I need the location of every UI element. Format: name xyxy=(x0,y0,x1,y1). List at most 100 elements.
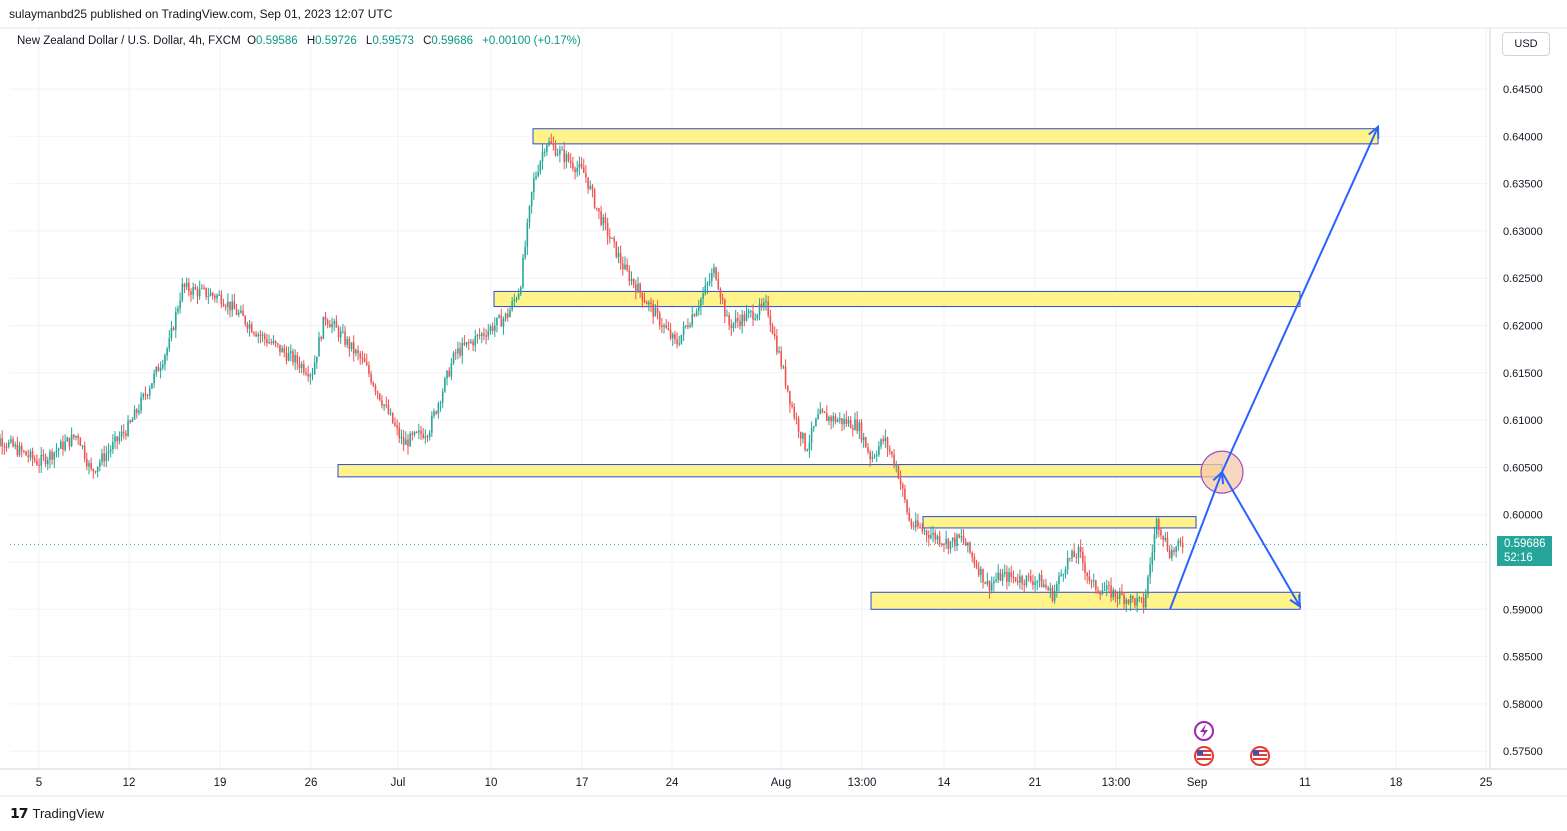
candle-body xyxy=(133,409,136,420)
projection-target-leg xyxy=(1221,126,1379,473)
candle-body xyxy=(758,303,761,315)
zone-rect[interactable] xyxy=(870,591,1301,610)
candle-body xyxy=(311,374,314,376)
candle-body xyxy=(268,342,270,344)
candle-body xyxy=(821,409,824,412)
tradingview-brand[interactable]: 𝟭𝟳 TradingView xyxy=(10,805,104,822)
candle-body xyxy=(231,301,234,311)
candle-body xyxy=(969,542,971,553)
time-tick-label: 13:00 xyxy=(1102,777,1131,789)
candle-body xyxy=(515,298,518,300)
candle-body xyxy=(1012,576,1015,578)
candle-body xyxy=(984,582,986,584)
candle-body xyxy=(270,342,273,344)
zone-rect[interactable] xyxy=(922,516,1197,529)
time-axis[interactable]: 5 12 19 26 Jul 10 17 24 Aug 13:00 14 21 13:00 Sep 11 18… xyxy=(36,777,1493,789)
candle-body xyxy=(1014,577,1017,582)
candle-body xyxy=(470,341,472,343)
candle-body xyxy=(398,427,401,439)
projection-up-leg xyxy=(1169,471,1223,610)
candle-body xyxy=(546,145,548,152)
candle-body xyxy=(57,448,60,451)
zone-rect[interactable] xyxy=(337,464,1223,478)
candle-body xyxy=(899,478,902,485)
price-axis[interactable]: 0.64500 0.64000 0.63500 0.63000 0.62500 0.620… xyxy=(1503,84,1543,758)
candle-body xyxy=(454,352,457,354)
candle-body xyxy=(932,532,934,535)
candle-body xyxy=(491,326,494,331)
time-tick-label: Aug xyxy=(771,777,791,789)
candle-body xyxy=(400,437,403,439)
symbol-legend[interactable]: New Zealand Dollar / U.S. Dollar, 4h, FX… xyxy=(17,35,587,47)
candle-body xyxy=(917,520,919,527)
brand-name: TradingView xyxy=(32,806,105,821)
candle-body xyxy=(886,437,889,449)
candle-body xyxy=(439,402,442,404)
candle-body xyxy=(530,191,533,207)
candle-body xyxy=(125,433,127,436)
candle-body xyxy=(383,404,385,406)
candle-body xyxy=(1053,591,1056,601)
price-tick-label: 0.64000 xyxy=(1503,131,1543,143)
candle-body xyxy=(16,444,19,456)
currency-button[interactable]: USD xyxy=(1502,32,1550,56)
candle-body xyxy=(109,449,112,452)
candle-body xyxy=(869,452,871,459)
candle-body xyxy=(1125,599,1128,604)
candle-body xyxy=(374,385,377,392)
candle-body xyxy=(92,469,95,472)
candle-body xyxy=(263,334,266,339)
time-tick-label: 17 xyxy=(576,777,589,789)
candle-body xyxy=(1036,580,1039,583)
time-tick-label: Sep xyxy=(1187,777,1207,789)
price-axis-bg xyxy=(1490,0,1567,769)
candle-body xyxy=(38,464,40,466)
candle-body xyxy=(845,418,848,424)
candle-body xyxy=(1049,587,1052,591)
economic-events[interactable] xyxy=(1194,721,1270,766)
candle-body xyxy=(1166,537,1169,551)
arrow-head-icon xyxy=(1289,594,1302,609)
candle-body xyxy=(292,351,294,363)
candle-body xyxy=(999,572,1002,581)
candle-body xyxy=(561,149,563,151)
candle-body xyxy=(641,292,644,301)
candle-body xyxy=(921,527,924,531)
candle-body xyxy=(1147,576,1149,595)
candle-body xyxy=(565,154,568,162)
zone-rect[interactable] xyxy=(493,290,1301,308)
candle-body xyxy=(1040,574,1043,588)
time-tick-label: 12 xyxy=(123,777,136,789)
candle-body xyxy=(248,324,251,329)
candle-body xyxy=(1025,575,1028,586)
projection-arrows[interactable] xyxy=(1169,124,1380,610)
candle-body xyxy=(502,319,505,327)
candle-body xyxy=(337,327,340,338)
candle-body xyxy=(832,416,835,422)
open-label: O xyxy=(247,35,257,47)
us-flag-event-icon[interactable] xyxy=(1194,746,1214,766)
candle-body xyxy=(329,324,331,328)
candle-body xyxy=(949,541,952,550)
candle-body xyxy=(279,344,281,353)
candle-body xyxy=(650,302,652,304)
candle-body xyxy=(107,451,110,454)
candle-body xyxy=(155,366,158,374)
candle-body xyxy=(1090,580,1093,582)
candle-body xyxy=(639,283,641,293)
candle-body xyxy=(25,451,27,456)
candle-body xyxy=(914,520,917,528)
candle-body xyxy=(943,544,945,546)
us-flag-event-icon[interactable] xyxy=(1250,746,1270,766)
zones[interactable] xyxy=(337,128,1379,610)
candle-body xyxy=(46,460,49,465)
candle-body xyxy=(365,362,368,366)
candle-body xyxy=(112,441,114,450)
candle-body xyxy=(1075,557,1078,559)
flash-event-icon[interactable] xyxy=(1194,721,1214,741)
candle-body xyxy=(750,311,752,313)
time-tick-label: 14 xyxy=(938,777,951,789)
candle-body xyxy=(754,318,756,320)
zone-rect[interactable] xyxy=(532,128,1379,145)
